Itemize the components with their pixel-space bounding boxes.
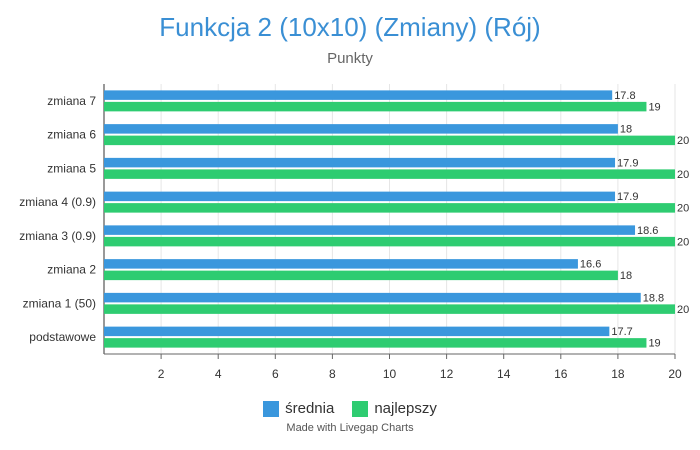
y-category-label: zmiana 1 (50) — [23, 296, 96, 310]
chart-title: Funkcja 2 (10x10) (Zmiany) (Rój) — [159, 12, 541, 42]
data-label: 19 — [648, 338, 660, 350]
data-label: 16.6 — [580, 259, 601, 271]
bar-najlepszy — [104, 169, 675, 179]
x-tick-label: 12 — [440, 367, 454, 381]
bar-srednia — [104, 225, 636, 235]
data-label: 20 — [677, 236, 689, 248]
y-category-label: zmiana 2 — [47, 263, 96, 277]
y-category-label: podstawowe — [29, 330, 96, 344]
data-label: 18 — [620, 124, 632, 136]
y-category-label: zmiana 5 — [47, 161, 96, 175]
x-tick-label: 4 — [215, 367, 222, 381]
y-category-label: zmiana 3 (0.9) — [19, 229, 96, 243]
bar-srednia — [104, 292, 641, 303]
y-category-label: zmiana 4 (0.9) — [19, 195, 96, 209]
x-tick-label: 14 — [497, 367, 511, 381]
bar-najlepszy — [104, 135, 675, 146]
legend-label-srednia: średnia — [285, 400, 335, 417]
legend-item-srednia[interactable]: średnia — [263, 400, 334, 417]
data-label: 19 — [648, 101, 660, 113]
data-label: 17.9 — [617, 157, 638, 169]
data-label: 17.8 — [614, 90, 635, 102]
x-tick-label: 10 — [383, 367, 397, 381]
bar-najlepszy — [104, 304, 675, 314]
y-category-label: zmiana 6 — [47, 128, 96, 142]
legend-swatch-srednia — [263, 400, 280, 417]
data-label: 20 — [677, 203, 689, 215]
x-tick-label: 20 — [668, 367, 682, 381]
data-label: 18.8 — [643, 292, 664, 304]
data-label: 20 — [677, 135, 689, 147]
y-category-label: zmiana 7 — [47, 94, 96, 108]
legend-item-najlepszy[interactable]: najlepszy — [352, 400, 437, 417]
x-tick-label: 8 — [329, 367, 336, 381]
bar-srednia — [104, 124, 618, 134]
data-label: 18.6 — [637, 225, 658, 237]
bar-najlepszy — [104, 338, 647, 348]
data-label: 17.9 — [617, 191, 638, 203]
x-tick-label: 16 — [554, 367, 568, 381]
data-label: 20 — [677, 169, 689, 181]
bar-najlepszy — [104, 270, 618, 281]
bar-najlepszy — [104, 203, 675, 213]
legend-label-najlepszy: najlepszy — [374, 400, 437, 417]
legend-swatch-najlepszy — [352, 400, 369, 417]
bar-srednia — [104, 157, 616, 168]
credit-text: Made with Livegap Charts — [286, 422, 414, 434]
data-label: 17.7 — [611, 326, 632, 338]
data-label: 20 — [677, 304, 689, 316]
bar-srednia — [104, 191, 616, 202]
data-label: 18 — [620, 270, 632, 282]
bar-srednia — [104, 326, 610, 337]
legend: średnia najlepszy — [0, 400, 700, 417]
bar-srednia — [104, 90, 613, 100]
x-tick-label: 2 — [158, 367, 165, 381]
chart-subtitle: Punkty — [327, 50, 373, 67]
x-tick-label: 18 — [611, 367, 625, 381]
bar-najlepszy — [104, 236, 675, 247]
bar-srednia — [104, 259, 578, 269]
bar-najlepszy — [104, 101, 647, 112]
x-tick-label: 6 — [272, 367, 279, 381]
